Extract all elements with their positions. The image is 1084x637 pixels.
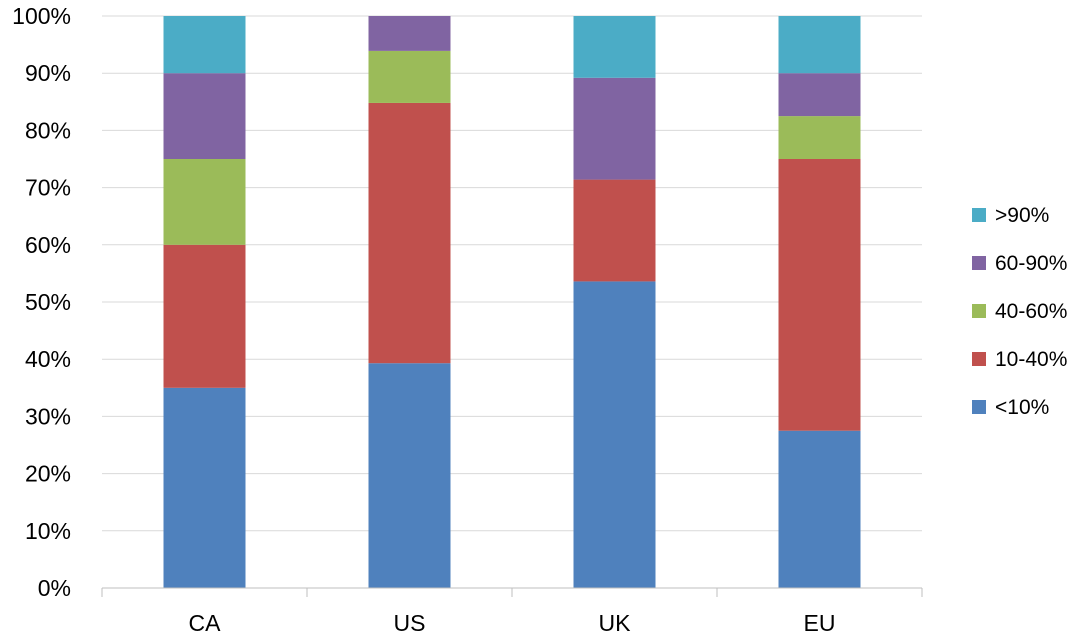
y-tick-label: 10%: [25, 518, 71, 544]
bar-segment: [573, 16, 656, 78]
x-tick-label: EU: [804, 610, 836, 636]
y-tick-label: 60%: [25, 232, 71, 258]
bar-segment: [163, 16, 246, 74]
legend-swatch: [972, 304, 986, 318]
y-tick-label: 80%: [25, 117, 71, 143]
legend: >90% 60-90% 40-60% 10-40% <10%: [972, 204, 1067, 419]
y-tick-label: 70%: [25, 175, 71, 201]
x-tick-label: UK: [599, 610, 632, 636]
bar-segment: [778, 16, 861, 74]
y-tick-label: 0%: [38, 575, 71, 601]
bar-segment: [368, 16, 451, 51]
bar-segment: [163, 387, 246, 588]
legend-swatch: [972, 352, 986, 366]
legend-label: 60-90%: [995, 252, 1067, 275]
y-tick-label: 100%: [12, 3, 71, 29]
bar-segment: [573, 77, 656, 180]
bar-segment: [573, 179, 656, 282]
legend-swatch: [972, 400, 986, 414]
legend-label: <10%: [995, 396, 1049, 419]
legend-swatch: [972, 208, 986, 222]
bar-segment: [163, 73, 246, 159]
bar-segment: [778, 430, 861, 588]
bar-segment: [778, 116, 861, 159]
bar-segment: [163, 244, 246, 388]
x-tick-label: CA: [189, 610, 222, 636]
bars: [163, 16, 861, 588]
bar-segment: [368, 102, 451, 364]
bar-segment: [778, 159, 861, 431]
bar-segment: [163, 159, 246, 245]
y-tick-label: 90%: [25, 60, 71, 86]
y-tick-label: 20%: [25, 461, 71, 487]
legend-label: >90%: [995, 204, 1049, 227]
bar-segment: [368, 363, 451, 588]
y-axis: 0% 10% 20% 30% 40% 50% 60% 70% 80% 90% 100%: [12, 3, 71, 601]
y-tick-label: 40%: [25, 346, 71, 372]
x-axis: CA US UK EU: [101, 587, 923, 636]
bar-segment: [778, 73, 861, 117]
y-tick-label: 50%: [25, 289, 71, 315]
legend-label: 40-60%: [995, 300, 1067, 323]
bar-segment: [573, 281, 656, 588]
x-tick-label: US: [394, 610, 426, 636]
legend-swatch: [972, 256, 986, 270]
legend-label: 10-40%: [995, 348, 1067, 371]
bar-segment: [368, 50, 451, 103]
y-tick-label: 30%: [25, 403, 71, 429]
